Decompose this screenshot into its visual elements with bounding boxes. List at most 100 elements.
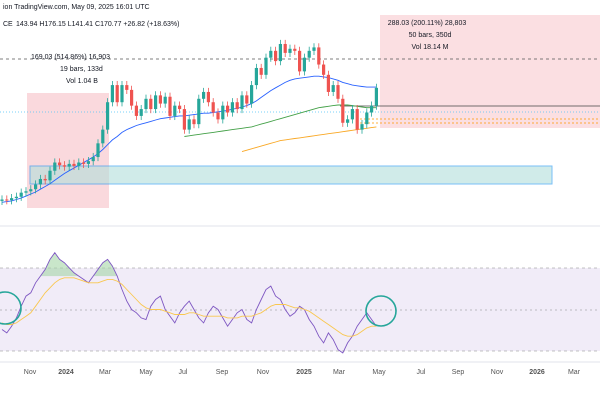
support-zone-box: [29, 165, 553, 185]
candle-body: [77, 162, 81, 166]
ma-blue-line: [1, 75, 377, 203]
candle: [230, 98, 234, 117]
candle: [96, 139, 100, 162]
candle: [144, 94, 148, 114]
candle: [235, 98, 239, 114]
candle: [264, 53, 268, 79]
candles: [0, 39, 378, 205]
candle: [168, 92, 172, 121]
candle-body: [341, 98, 345, 123]
candle-body: [38, 178, 42, 185]
candle: [24, 187, 28, 197]
time-tick-label: Sep: [216, 369, 229, 376]
candle-body: [163, 96, 167, 104]
ohlc-readout: 143.94 H176.15 L141.41 C170.77 +26.82 (+…: [16, 21, 179, 28]
candle: [101, 125, 105, 148]
candle: [158, 91, 162, 108]
candle: [134, 101, 138, 121]
candle: [211, 98, 215, 117]
candle: [341, 94, 345, 127]
candle-body: [254, 67, 258, 86]
candle-body: [14, 196, 18, 199]
candle: [62, 161, 66, 171]
candle-body: [106, 102, 110, 130]
candle: [197, 94, 201, 129]
time-tick-label: Sep: [452, 369, 465, 376]
candle-body: [67, 163, 71, 167]
candle-body: [312, 47, 316, 51]
candle: [154, 91, 158, 114]
candle: [250, 80, 254, 108]
candle: [278, 39, 282, 66]
candle-body: [278, 43, 282, 62]
candle: [82, 158, 86, 168]
candle: [178, 101, 182, 114]
rsi-highlight-circle-right: [365, 295, 397, 327]
candle-body: [125, 85, 129, 90]
rsi-highlight-circle-left: [0, 291, 22, 325]
right-range-line1: 288.03 (200.11%) 28,803: [388, 20, 467, 27]
candle-body: [346, 119, 350, 123]
candle: [182, 104, 186, 134]
candle: [163, 92, 167, 108]
candle: [202, 87, 206, 103]
candle: [370, 101, 374, 117]
rsi-ma-line: [1, 277, 377, 337]
candle-body: [293, 48, 297, 51]
candle: [0, 195, 4, 205]
time-tick-label: May: [372, 369, 386, 376]
candle-body: [365, 112, 369, 125]
candle: [269, 46, 273, 62]
candle: [302, 53, 306, 76]
ma-orange-line: [241, 126, 377, 153]
candle-body: [235, 102, 239, 110]
candle-body: [221, 105, 225, 120]
candle-body: [10, 198, 14, 201]
candle: [149, 94, 153, 114]
time-tick-label: Mar: [568, 369, 581, 376]
right-range-box: [380, 15, 600, 128]
candle-body: [187, 119, 191, 130]
candle: [130, 85, 134, 110]
candle-body: [134, 105, 138, 116]
candle: [322, 60, 326, 79]
candle-body: [326, 74, 330, 92]
candle-body: [240, 95, 244, 110]
candle-body: [43, 178, 47, 181]
candle-body: [197, 98, 201, 125]
candle: [274, 46, 278, 66]
candle-body: [58, 162, 62, 166]
candle-body: [211, 102, 215, 113]
candle: [43, 174, 47, 185]
time-tick-label: Jul: [417, 369, 426, 376]
candle: [350, 104, 354, 124]
candle-body: [149, 98, 153, 110]
candle-body: [72, 163, 76, 166]
candle: [58, 158, 62, 170]
candle-body: [331, 85, 335, 92]
candle: [10, 194, 14, 205]
candle: [283, 39, 287, 57]
candle: [317, 43, 321, 69]
candle: [298, 46, 302, 76]
candle: [192, 115, 196, 129]
candle: [187, 115, 191, 134]
time-tick-label: Nov: [24, 369, 37, 376]
candle: [14, 192, 18, 203]
candle: [336, 80, 340, 103]
right-range-line3: Vol 18.14 M: [412, 44, 449, 51]
candle-body: [173, 105, 177, 116]
left-range-line1: 169.03 (514.86%) 16,903: [31, 54, 110, 61]
candle: [120, 80, 124, 107]
candle-body: [91, 157, 95, 162]
candle: [34, 180, 38, 194]
time-tick-label: 2024: [58, 369, 74, 376]
candle: [173, 101, 177, 121]
candle: [91, 152, 95, 166]
candle-body: [96, 143, 100, 158]
rsi-line: [1, 251, 377, 354]
candle: [240, 91, 244, 114]
candle: [115, 80, 119, 107]
candle: [226, 101, 230, 117]
candle: [110, 80, 114, 107]
